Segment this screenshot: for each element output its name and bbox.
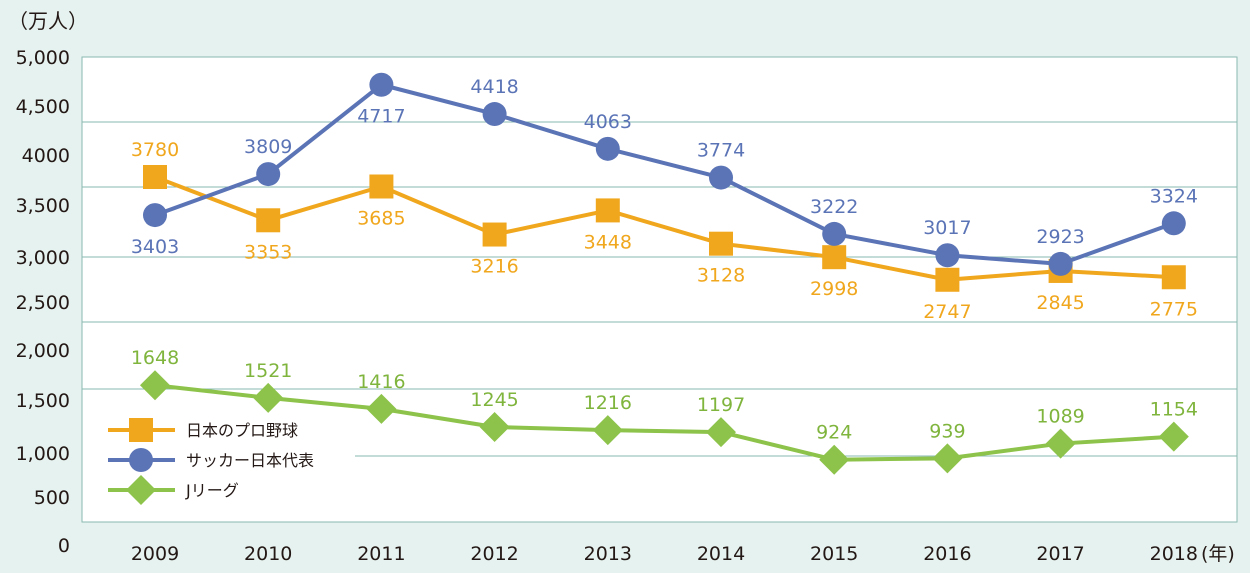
data-label: 1197: [697, 394, 745, 416]
x-tick-label: 2012: [470, 543, 518, 565]
x-tick-label: 2013: [584, 543, 632, 565]
data-point: [369, 72, 394, 97]
y-tick-label: 3,500: [16, 195, 70, 217]
data-label: 2747: [923, 301, 971, 323]
y-tick-label: 1,500: [16, 390, 70, 412]
data-point: [479, 412, 510, 443]
y-tick-label: 0: [58, 535, 70, 557]
data-point: [935, 267, 960, 292]
data-point: [1045, 428, 1076, 459]
y-tick-label: 3,000: [16, 247, 70, 269]
data-label: 3403: [131, 236, 179, 258]
data-point: [369, 174, 394, 199]
data-label: 3780: [131, 139, 179, 161]
data-label: 1216: [584, 392, 632, 414]
x-unit-label: (年): [1201, 543, 1235, 565]
data-label: 2998: [810, 278, 858, 300]
gridlines: [82, 56, 1237, 523]
data-point: [1161, 211, 1186, 236]
y-unit-label: （万人）: [8, 9, 88, 33]
data-label: 2775: [1150, 298, 1198, 320]
legend-label: Jリーグ: [185, 481, 239, 500]
data-label: 3353: [244, 241, 292, 263]
data-label: 3685: [357, 208, 405, 230]
data-point: [932, 443, 963, 474]
data-label: 3216: [470, 256, 518, 278]
y-tick-label: 1,000: [16, 443, 70, 465]
data-point: [1048, 251, 1073, 276]
data-label: 3222: [810, 196, 858, 218]
x-tick-label: 2016: [923, 543, 971, 565]
data-label: 1089: [1036, 406, 1084, 428]
data-label: 3448: [584, 231, 632, 253]
data-label: 3017: [923, 217, 971, 239]
data-point: [143, 165, 167, 189]
series-line: [154, 175, 1174, 282]
data-labels-layer: 3780 3353 3685 3216 3448 3128 2998 2747 2845 2775…: [131, 76, 1198, 444]
data-label: 4717: [357, 106, 405, 128]
legend-marker: [129, 448, 153, 472]
data-point: [482, 102, 507, 127]
data-label: 939: [929, 420, 965, 442]
data-point: [819, 444, 850, 475]
data-point: [595, 136, 620, 161]
data-label: 924: [816, 422, 852, 444]
legend-label: 日本のプロ野球: [186, 421, 298, 440]
data-label: 3809: [244, 136, 292, 158]
data-point: [1158, 421, 1189, 452]
data-point: [822, 221, 847, 246]
data-point: [366, 393, 397, 424]
data-label: 2845: [1036, 292, 1084, 314]
data-point: [256, 208, 281, 233]
data-label: 3774: [697, 140, 745, 162]
data-point: [1161, 265, 1186, 290]
data-label: 1648: [131, 347, 179, 369]
series-line: [154, 82, 1175, 266]
x-tick-label: 2015: [810, 543, 858, 565]
data-point: [143, 203, 167, 228]
data-point: [595, 198, 620, 223]
data-point: [256, 162, 281, 187]
x-tick-label: 2010: [244, 543, 292, 565]
x-axis-ticks: 2009 2010 2011 2012 2013 2014 2015 2016 2017 2018…: [131, 543, 1235, 565]
data-label: 3128: [697, 265, 745, 287]
legend-label: サッカー日本代表: [186, 451, 314, 470]
series-layer: [140, 72, 1189, 475]
data-label: 1521: [244, 360, 292, 382]
x-tick-label: 2014: [697, 543, 745, 565]
data-label: 4418: [470, 76, 518, 98]
legend-marker: [126, 475, 156, 505]
data-point: [140, 370, 170, 401]
data-point: [709, 231, 733, 256]
y-tick-label: 500: [34, 487, 70, 509]
y-tick-label: 5,000: [16, 47, 70, 69]
data-label: 1416: [357, 371, 405, 393]
y-tick-label: 4000: [22, 145, 70, 167]
data-point: [592, 415, 623, 446]
data-label: 2923: [1036, 226, 1084, 248]
y-tick-label: 2,000: [16, 340, 70, 362]
x-tick-label: 2017: [1036, 543, 1084, 565]
data-label: 1154: [1150, 399, 1198, 421]
data-point: [253, 382, 284, 413]
data-label: 3324: [1150, 185, 1198, 207]
data-label: 4063: [584, 111, 632, 133]
x-tick-label: 2009: [131, 543, 179, 565]
x-tick-label: 2011: [357, 543, 405, 565]
data-point: [709, 165, 733, 190]
data-point: [822, 245, 847, 270]
series-line: [154, 383, 1174, 462]
data-label: 1245: [470, 389, 518, 411]
y-tick-label: 2,500: [16, 292, 70, 314]
y-tick-label: 4,500: [16, 96, 70, 118]
data-point: [706, 417, 736, 448]
y-axis-ticks: 0 500 1,000 1,500 2,000 2,500 3,000 3,500 4000 4,…: [16, 47, 70, 557]
legend-marker: [129, 418, 153, 442]
data-point: [482, 222, 507, 247]
data-point: [935, 243, 960, 268]
x-tick-label: 2018: [1150, 543, 1198, 565]
